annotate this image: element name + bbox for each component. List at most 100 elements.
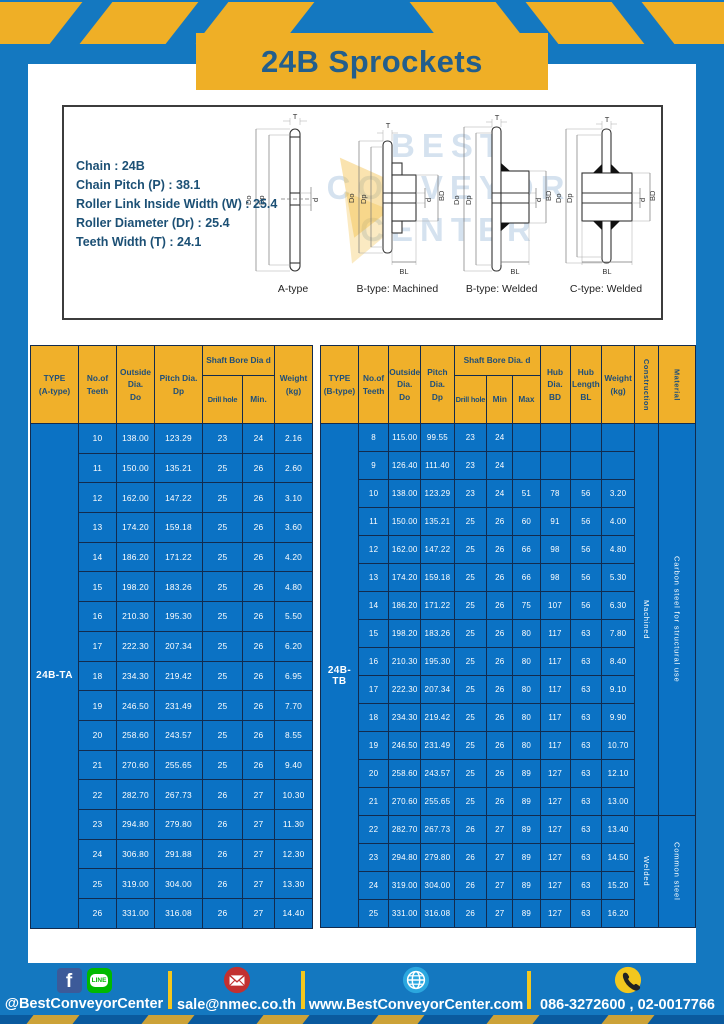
table-cell: 7.70 [274,690,313,721]
table-cell: 25 [202,749,243,781]
table-cell: 89 [512,815,541,844]
table-cell: 138.00 [116,423,155,454]
table-cell: 279.80 [420,843,455,872]
dim-label-d: d [534,198,543,202]
table-row: 22 282.70 267.73 26 27 89 127 63 13.40 Welded Comm… [321,815,697,928]
table-cell: 63 [569,899,603,928]
table-cell: 19 [78,690,117,721]
col-header-drill-hole: Drill hole [202,375,243,424]
table-cell: 63 [569,759,603,788]
table-cell: 2.16 [274,423,313,454]
col-header-hub-length: Hub Length BL [569,345,603,424]
table-cell: 63 [569,647,603,676]
col-header-weight: Weight (kg) [601,345,635,424]
table-cell: 26 [242,749,275,781]
table-cell: 26 [453,899,488,928]
table-cell: 13.30 [274,868,313,899]
table-cell: 222.30 [116,630,155,662]
table-row: 21 270.60 255.65 25 26 89 127 63 13.00 [321,787,696,816]
dim-label-t: T [386,121,391,130]
table-cell: 117 [539,675,571,704]
table-cell: 27 [486,843,514,872]
table-cell: 147.22 [420,535,455,564]
table-cell: 195.30 [154,601,203,632]
table-row: 18 234.30 219.42 25 26 6.95 [31,660,313,692]
dim-label-dp: Dp [464,195,473,205]
table-cell: 12.10 [601,759,635,788]
table-cell: 24 [78,838,117,870]
table-cell: 25 [202,690,243,721]
table-cell: 24 [357,871,390,900]
table-cell: 16 [78,601,117,632]
table-cell: 26 [242,601,275,632]
table-row: 11 150.00 135.21 25 26 60 91 56 4.00 [321,507,696,536]
table-cell: 24 [486,423,514,452]
table-cell: 14 [357,591,390,620]
table-cell: 91 [539,507,571,536]
table-row: 16 210.30 195.30 25 26 5.50 [31,601,313,632]
table-cell: 14.50 [601,843,635,872]
table-row: 11 150.00 135.21 25 26 2.60 [31,452,313,484]
col-header-material: Material [657,345,697,424]
table-cell: 26 [486,731,514,760]
table-row: 24B-TA 10 138.00 123.29 23 24 2.16 [30,423,313,929]
b-type-table-header: TYPE (B-type) No.of Teeth Outside Dia. D… [320,345,697,424]
hazard-stripe [371,1015,425,1024]
table-cell: 9.10 [601,675,635,704]
table-row: 14 186.20 171.22 25 26 75 107 56 6.30 [321,591,696,620]
table-cell: 13 [357,563,390,592]
figure-label: B-type: Welded [465,283,538,295]
table-cell [539,451,571,480]
table-cell: 4.00 [601,507,635,536]
table-cell: 21 [78,749,117,781]
table-cell: 8 [357,423,390,452]
table-cell: 23 [453,423,488,452]
table-cell: 27 [486,815,514,844]
dim-label-t: T [293,113,298,121]
table-cell: 150.00 [388,507,422,536]
table-cell: 25 [202,630,243,662]
col-header-outside-dia: Outside Dia. Do [388,345,422,424]
footer-phone: 086-3272600 , 02-0017766 [531,963,724,1016]
table-cell: 20 [78,719,117,751]
table-cell: 12 [78,482,117,514]
col-header-teeth: No.of Teeth [78,345,117,424]
table-cell: 26 [242,482,275,514]
footer: f LINE @BestConveyorCenter sale@nmec.co.… [0,963,724,1016]
table-cell: 27 [242,868,275,899]
bottom-strip [0,1015,724,1024]
table-cell: 14.40 [274,898,313,929]
table-cell: 222.30 [388,675,422,704]
table-cell: 246.50 [116,690,155,721]
col-header-pitch-dia: Pitch Dia. Dp [154,345,203,424]
construction-cell: Machined [633,423,659,816]
table-cell: 89 [512,843,541,872]
table-row: 24 319.00 304.00 26 27 89 127 63 15.20 [321,871,696,900]
table-cell: 231.49 [154,690,203,721]
table-cell: 127 [539,899,571,928]
table-cell: 27 [242,808,275,840]
sprocket-drawing-b-type-welded: T Do Dp d [452,113,552,276]
table-cell: 15.20 [601,871,635,900]
table-cell: 9 [357,451,390,480]
table-cell: 210.30 [388,647,422,676]
table-cell: 25 [453,787,488,816]
table-cell: 56 [569,535,603,564]
table-cell: 258.60 [116,719,155,751]
table-cell: 51 [512,479,541,508]
table-cell: 66 [512,535,541,564]
table-cell: 258.60 [388,759,422,788]
table-row: 12 162.00 147.22 25 26 3.10 [31,482,313,514]
table-cell: 24 [242,423,275,454]
table-cell: 80 [512,647,541,676]
table-cell: 26 [453,871,488,900]
line-icon: LINE [86,967,112,993]
table-row: 18 234.30 219.42 25 26 80 117 63 9.90 [321,703,696,732]
table-cell: 150.00 [116,452,155,484]
table-cell: 56 [569,479,603,508]
table-cell: 306.80 [116,838,155,870]
a-type-table-wrap: TYPE (A-type) No.of Teeth Outside Dia. D… [30,345,313,929]
table-cell: 63 [569,815,603,844]
table-cell: 89 [512,759,541,788]
table-cell: 331.00 [116,898,155,929]
